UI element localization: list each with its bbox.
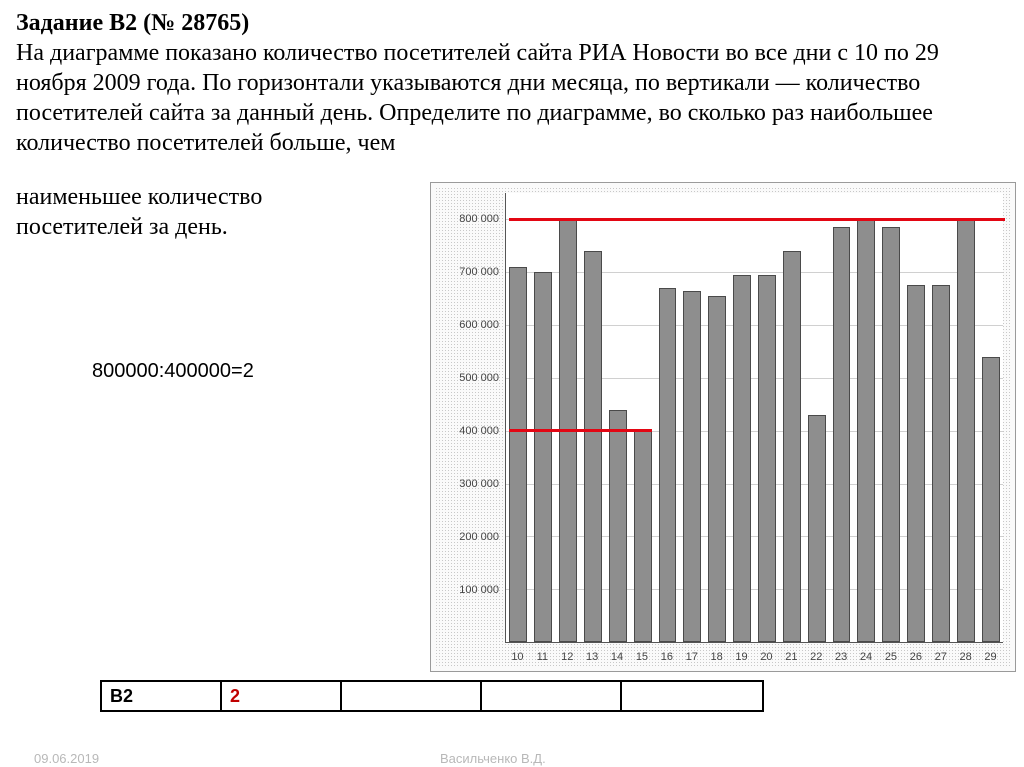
bar <box>857 219 875 642</box>
answer-table: B2 2 <box>100 680 764 712</box>
x-tick-label: 18 <box>711 651 723 663</box>
x-tick-label: 26 <box>910 651 922 663</box>
x-tick-label: 27 <box>935 651 947 663</box>
x-tick-label: 14 <box>611 651 623 663</box>
chart-dotted-bg: 100 000 200 000 300 000 400 000 500 000 600 0… <box>435 187 1011 667</box>
x-tick-label: 13 <box>586 651 598 663</box>
x-tick-label: 21 <box>785 651 797 663</box>
bar <box>957 219 975 642</box>
bar <box>808 415 826 642</box>
x-axis-labels: 10 11 12 13 14 15 16 17 18 19 20 21 22 23 24 25 26 27 28 29 <box>505 647 1003 665</box>
x-tick-label: 15 <box>636 651 648 663</box>
tail-line-1: наименьшее количество <box>16 182 430 212</box>
task-heading: Задание B2 (№ 28765) <box>16 8 1008 38</box>
gridline <box>506 536 1003 537</box>
bar <box>882 227 900 642</box>
bar <box>509 267 527 642</box>
bar <box>833 227 851 642</box>
bar <box>932 285 950 642</box>
answer-label: B2 <box>102 682 222 710</box>
bar <box>534 272 552 642</box>
y-tick-label: 800 000 <box>459 213 499 225</box>
y-tick-label: 200 000 <box>459 531 499 543</box>
tail-line-2: посетителей за день. <box>16 212 430 242</box>
gridline <box>506 325 1003 326</box>
x-tick-label: 22 <box>810 651 822 663</box>
y-tick-label: 500 000 <box>459 372 499 384</box>
gridline <box>506 484 1003 485</box>
footer-date: 09.06.2019 <box>34 751 99 766</box>
x-tick-label: 17 <box>686 651 698 663</box>
reference-line <box>509 429 651 432</box>
bar <box>783 251 801 642</box>
answer-value: 2 <box>222 682 342 710</box>
bar <box>733 275 751 642</box>
x-tick-label: 25 <box>885 651 897 663</box>
gridline <box>506 589 1003 590</box>
reference-line <box>509 218 1005 221</box>
bar <box>584 251 602 642</box>
answer-empty-2 <box>482 682 622 710</box>
y-tick-label: 600 000 <box>459 319 499 331</box>
bar <box>609 410 627 642</box>
bar <box>907 285 925 642</box>
x-tick-label: 16 <box>661 651 673 663</box>
x-tick-label: 20 <box>760 651 772 663</box>
x-tick-label: 24 <box>860 651 872 663</box>
x-tick-label: 23 <box>835 651 847 663</box>
x-tick-label: 11 <box>537 651 548 663</box>
answer-empty-1 <box>342 682 482 710</box>
bar <box>982 357 1000 642</box>
y-tick-label: 300 000 <box>459 478 499 490</box>
y-tick-label: 700 000 <box>459 266 499 278</box>
y-tick-label: 400 000 <box>459 425 499 437</box>
bar <box>659 288 677 642</box>
bar <box>758 275 776 642</box>
answer-empty-3 <box>622 682 762 710</box>
gridline <box>506 272 1003 273</box>
footer-author: Васильченко В.Д. <box>440 751 546 766</box>
bar <box>683 291 701 642</box>
x-tick-label: 10 <box>511 651 523 663</box>
x-tick-label: 29 <box>984 651 996 663</box>
bar <box>634 431 652 642</box>
calculation-text: 800000:400000=2 <box>92 360 254 383</box>
task-paragraph: На диаграмме показано количество посетит… <box>16 38 1008 158</box>
chart-plot-area <box>505 193 1003 643</box>
visitors-bar-chart: 100 000 200 000 300 000 400 000 500 000 600 0… <box>430 182 1016 672</box>
y-tick-label: 100 000 <box>459 584 499 596</box>
bar <box>708 296 726 642</box>
x-tick-label: 19 <box>735 651 747 663</box>
y-axis-labels: 100 000 200 000 300 000 400 000 500 000 600 0… <box>435 193 503 643</box>
heading-text: Задание B2 (№ 28765) <box>16 10 249 36</box>
x-tick-label: 28 <box>960 651 972 663</box>
gridline <box>506 378 1003 379</box>
x-tick-label: 12 <box>561 651 573 663</box>
